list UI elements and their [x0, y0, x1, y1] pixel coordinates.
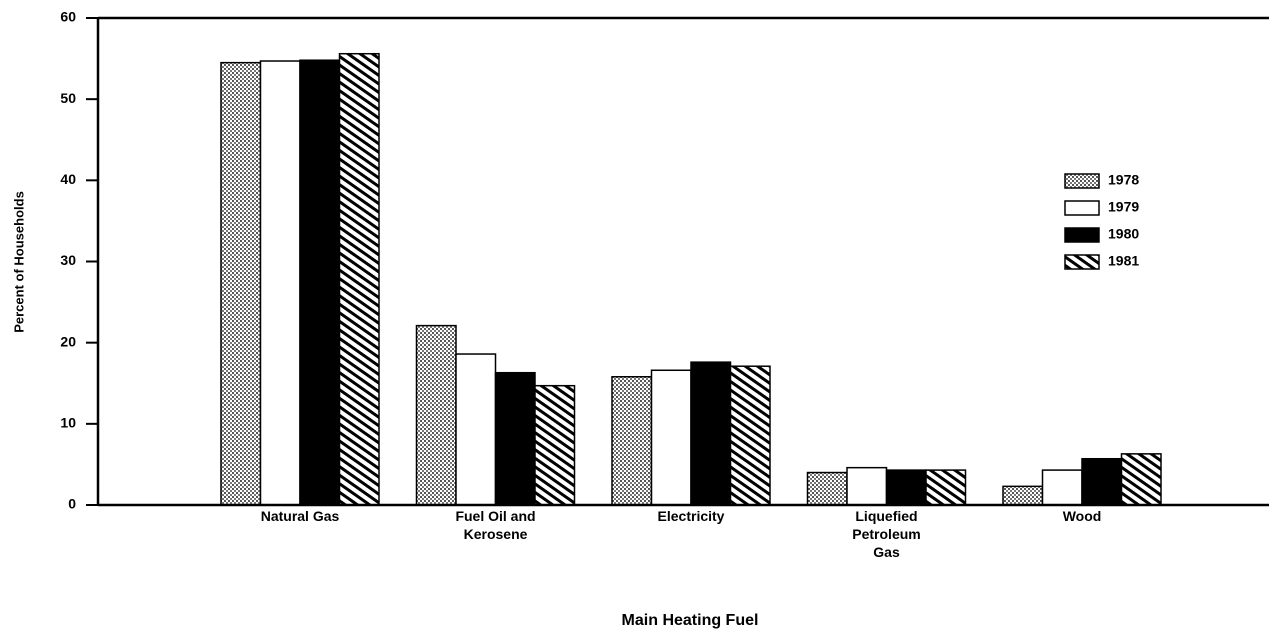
bar [1002, 485, 1044, 506]
y-tick-label: 0 [68, 496, 76, 512]
y-axis-title: Percent of Households [11, 191, 26, 333]
legend-swatch [1064, 200, 1100, 216]
y-tick-label: 40 [60, 171, 76, 187]
legend-label: 1979 [1108, 199, 1139, 215]
bar [220, 61, 262, 506]
legend-swatch [1064, 227, 1100, 243]
legend-swatch [1064, 254, 1100, 270]
x-tick-label: Wood [1063, 508, 1102, 524]
y-tick-label: 60 [60, 9, 76, 25]
legend-label: 1980 [1108, 226, 1139, 242]
legend-label: 1981 [1108, 253, 1139, 269]
bar [1081, 457, 1123, 506]
bar [534, 384, 576, 506]
bar [494, 371, 536, 506]
y-tick-label: 10 [60, 415, 76, 431]
bar [846, 466, 888, 506]
bar [729, 365, 771, 506]
bar [338, 52, 380, 506]
x-tick-label: Fuel Oil and Kerosene [455, 508, 535, 542]
legend-swatch [1064, 173, 1100, 189]
x-tick-label: Electricity [658, 508, 725, 524]
legend-label: 1978 [1108, 172, 1139, 188]
bar [455, 353, 497, 506]
bar [925, 469, 967, 506]
x-tick-label: Natural Gas [261, 508, 340, 524]
bar [299, 59, 341, 506]
x-tick-label: Liquefied Petroleum Gas [852, 508, 920, 560]
y-tick-label: 20 [60, 333, 76, 349]
bar [259, 60, 301, 506]
bar [806, 471, 848, 506]
bar [650, 369, 692, 506]
bar [1041, 469, 1083, 506]
y-tick-label: 30 [60, 252, 76, 268]
x-axis-title: Main Heating Fuel [622, 612, 759, 629]
bar [1120, 453, 1162, 506]
bar [611, 376, 653, 506]
bar [690, 361, 732, 506]
bar [885, 469, 927, 506]
bar [415, 324, 457, 506]
y-tick-label: 50 [60, 90, 76, 106]
